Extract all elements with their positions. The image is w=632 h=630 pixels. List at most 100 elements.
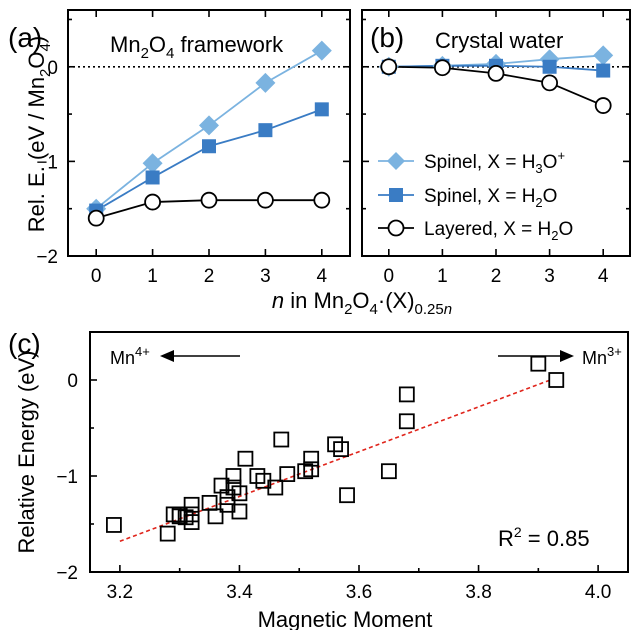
scatter-point	[237, 450, 254, 467]
scatter-point	[231, 485, 248, 502]
panel-b-title: Crystal water	[435, 28, 563, 53]
panel-a-ticks: 0 1 2 3 4 −2 −1 0	[36, 10, 350, 287]
data-point-square	[596, 63, 611, 78]
x-tick-label: 3.2	[107, 582, 133, 603]
legend-marker-circle	[387, 219, 405, 237]
data-point-open-circle	[541, 74, 558, 92]
legend: Spinel, X = H3O+ Spinel, X = H2O Layered…	[378, 148, 573, 243]
data-point-open-circle	[144, 193, 162, 211]
legend-marker-square	[389, 188, 403, 202]
data-point-diamond	[199, 115, 219, 136]
data-point-diamond	[593, 45, 614, 66]
x-tick-label: 2	[491, 266, 502, 287]
data-point-open-circle	[313, 191, 331, 209]
data-point-square	[202, 139, 216, 154]
legend-marker-diamond	[387, 152, 405, 170]
panel-c-scatter: 3.2 3.4 3.6 3.8 4.0 −2 −1 0 (c) Relative Energy…	[8, 328, 629, 630]
data-point-open-circle	[487, 64, 505, 82]
x-tick-label: 2	[204, 266, 215, 287]
scatter-point	[249, 468, 266, 484]
scatter-point	[398, 413, 415, 430]
panel-b-ticks: 0 1 2 3 4	[362, 10, 630, 287]
data-point-diamond	[255, 72, 276, 93]
legend-label-1: Spinel, X = H3O+	[424, 148, 565, 176]
scatter-point	[333, 441, 349, 458]
panel-a-markers	[86, 40, 332, 227]
panel-a-mn2o4-framework: 0 1 2 3 4 −2 −1 0 (a) Mn2O4 framework Rel. E. (…	[8, 9, 351, 287]
scatter-point	[303, 450, 320, 467]
y-tick-label: −1	[56, 467, 78, 488]
data-point-square	[542, 59, 557, 74]
x-tick-label: 0	[91, 266, 102, 287]
legend-entry-spinel-h3o: Spinel, X = H3O+	[378, 148, 565, 176]
data-point-open-circle	[594, 97, 612, 114]
panel-c-label: (c)	[8, 328, 41, 359]
arrow-mn3-head	[560, 350, 574, 362]
data-point-open-circle	[256, 191, 274, 209]
legend-entry-layered-h2o: Layered, X = H2O	[378, 219, 573, 243]
x-tick-label: 1	[437, 266, 448, 287]
scatter-point	[225, 468, 242, 484]
data-point-open-circle	[380, 58, 398, 76]
data-point-open-circle	[433, 59, 451, 77]
arrow-mn4: Mn4+	[110, 344, 240, 368]
x-tick-label: 3	[260, 266, 271, 287]
scatter-point	[225, 479, 242, 496]
arrow-mn4-label: Mn4+	[110, 344, 150, 368]
data-point-diamond	[311, 40, 332, 61]
y-tick-label: 0	[47, 58, 58, 79]
data-point-diamond	[142, 153, 163, 174]
scatter-point	[106, 517, 122, 533]
x-tick-label: 3.6	[346, 582, 372, 603]
legend-entry-spinel-h2o: Spinel, X = H2O	[378, 186, 557, 210]
x-tick-label: 0	[384, 266, 395, 287]
x-tick-label: 4	[317, 266, 328, 287]
scatter-point	[297, 463, 314, 480]
scatter-point	[398, 386, 415, 403]
panel-c-ticks: 3.2 3.4 3.6 3.8 4.0 −2 −1 0	[56, 331, 611, 603]
data-point-square	[258, 123, 273, 138]
scatter-point	[207, 508, 224, 525]
scatter-point	[159, 525, 176, 542]
legend-label-2: Spinel, X = H2O	[424, 186, 557, 210]
panel-c-points	[106, 355, 565, 542]
y-tick-label: −2	[56, 563, 78, 584]
x-tick-label: 4.0	[585, 582, 611, 603]
y-tick-label: −1	[36, 152, 58, 173]
x-tick-label: 1	[147, 266, 158, 287]
scatter-point	[273, 431, 290, 448]
scatter-point	[279, 466, 296, 482]
scatter-point	[530, 355, 547, 372]
arrow-mn3: Mn3+	[498, 344, 622, 368]
panel-b-markers	[378, 45, 614, 114]
scatter-point	[231, 503, 248, 520]
scatter-point	[339, 487, 355, 504]
x-tick-label: 4	[598, 266, 609, 287]
panel-b-crystal-water: 0 1 2 3 4 (b) Crystal water Spinel, X = H3O+…	[361, 9, 631, 287]
scatter-point	[548, 372, 565, 388]
data-point-square	[314, 102, 329, 117]
data-point-open-circle	[87, 209, 105, 227]
shared-xlabel: n in Mn2O4·(X)0.25n	[272, 288, 452, 318]
legend-label-3: Layered, X = H2O	[424, 219, 573, 243]
y-tick-label: 0	[67, 371, 78, 392]
panel-a-label: (a)	[8, 22, 42, 53]
scatter-point	[177, 509, 194, 526]
scatter-point	[303, 461, 320, 478]
scatter-point	[380, 463, 397, 480]
panel-c-ylabel: Relative Energy (eV)	[14, 351, 39, 554]
scatter-point	[183, 496, 200, 513]
data-point-open-circle	[200, 191, 218, 209]
scatter-point	[327, 436, 343, 453]
arrow-mn3-label: Mn3+	[582, 344, 622, 368]
y-tick-label: −2	[36, 247, 58, 268]
panel-a-title: Mn2O4 framework	[110, 32, 284, 62]
panel-b-label: (b)	[370, 22, 404, 53]
x-tick-label: 3.8	[465, 582, 491, 603]
scatter-point	[201, 494, 218, 511]
panel-a-ylabel: Rel. E. (eV / Mn2O4)	[24, 36, 54, 232]
scatter-point	[183, 514, 200, 530]
panel-c-xlabel: Magnetic Moment	[258, 607, 433, 630]
r-squared-label: R2 = 0.85	[498, 524, 590, 551]
